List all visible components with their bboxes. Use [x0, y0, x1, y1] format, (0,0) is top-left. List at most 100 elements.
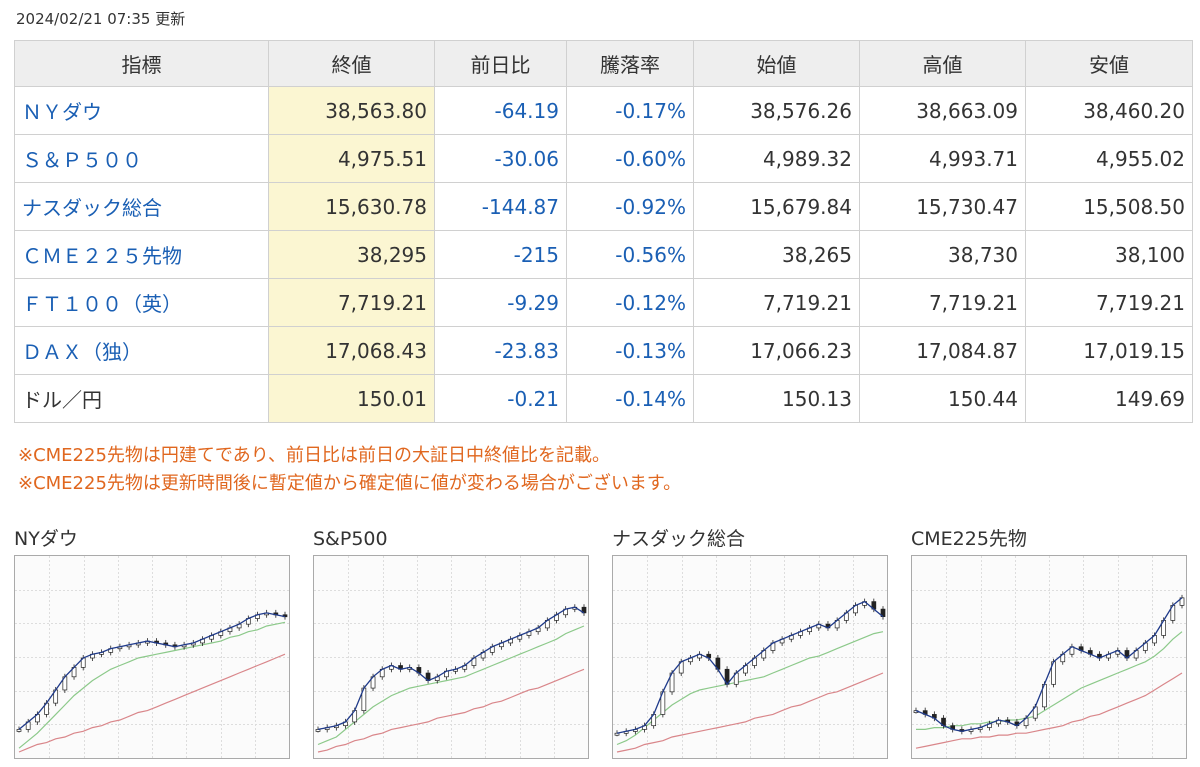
change-value: -215 — [434, 230, 567, 279]
table-row: ＦＴ１００（英） 7,719.21 -9.29 -0.12% 7,719.21 … — [14, 278, 1193, 327]
short-moving-average-line — [18, 612, 286, 730]
high-value: 38,663.09 — [859, 86, 1026, 135]
table-row: ＮＹダウ 38,563.80 -64.19 -0.17% 38,576.26 3… — [14, 86, 1193, 135]
pct-value: -0.60% — [566, 134, 694, 183]
chart-title: S&P500 — [313, 528, 388, 550]
index-link-dax[interactable]: ＤＡＸ（独） — [14, 326, 269, 375]
low-value: 7,719.21 — [1025, 278, 1193, 327]
col-header-low: 安値 — [1025, 40, 1193, 87]
low-value: 15,508.50 — [1025, 182, 1193, 231]
chart-nasdaq[interactable]: ナスダック総合 — [612, 527, 888, 759]
last-updated: 2024/02/21 07:35 更新 — [16, 10, 186, 28]
short-moving-average-line — [915, 597, 1183, 732]
high-value: 4,993.71 — [859, 134, 1026, 183]
close-value: 38,295 — [268, 230, 435, 279]
candle — [315, 729, 321, 732]
chart-svg — [912, 556, 1186, 758]
chart-nydow[interactable]: NYダウ — [14, 527, 290, 759]
market-quotes-table: 指標 終値 前日比 騰落率 始値 高値 安値 ＮＹダウ 38,563.80 -6… — [14, 40, 1193, 423]
col-header-high: 高値 — [859, 40, 1026, 87]
chart-svg — [15, 556, 289, 758]
index-link-sp500[interactable]: Ｓ＆Ｐ５００ — [14, 134, 269, 183]
change-value: -144.87 — [434, 182, 567, 231]
chart-cme225[interactable]: CME225先物 — [911, 527, 1187, 759]
mid-moving-average-line — [317, 625, 585, 746]
high-value: 17,084.87 — [859, 326, 1026, 375]
pct-value: -0.56% — [566, 230, 694, 279]
chart-title: NYダウ — [14, 528, 78, 550]
long-moving-average-line — [317, 668, 585, 753]
close-value: 7,719.21 — [268, 278, 435, 327]
table-row: ドル／円 150.01 -0.21 -0.14% 150.13 150.44 1… — [14, 374, 1193, 423]
pct-value: -0.92% — [566, 182, 694, 231]
mid-moving-average-line — [18, 621, 286, 749]
chart-title: CME225先物 — [911, 528, 1027, 550]
chart-svg — [613, 556, 887, 758]
high-value: 7,719.21 — [859, 278, 1026, 327]
col-header-index: 指標 — [14, 40, 269, 87]
table-row: ナスダック総合 15,630.78 -144.87 -0.92% 15,679.… — [14, 182, 1193, 231]
long-moving-average-line — [18, 653, 286, 753]
table-row: Ｓ＆Ｐ５００ 4,975.51 -30.06 -0.60% 4,989.32 4… — [14, 134, 1193, 183]
chart-frame[interactable] — [313, 555, 589, 759]
index-link-nasdaq[interactable]: ナスダック総合 — [14, 182, 269, 231]
close-value: 17,068.43 — [268, 326, 435, 375]
long-moving-average-line — [915, 672, 1183, 749]
open-value: 38,265 — [693, 230, 860, 279]
open-value: 38,576.26 — [693, 86, 860, 135]
open-value: 7,719.21 — [693, 278, 860, 327]
change-value: -30.06 — [434, 134, 567, 183]
change-value: -0.21 — [434, 374, 567, 423]
index-link-ft100[interactable]: ＦＴ１００（英） — [14, 278, 269, 327]
high-value: 38,730 — [859, 230, 1026, 279]
close-value: 4,975.51 — [268, 134, 435, 183]
index-link-nydow[interactable]: ＮＹダウ — [14, 86, 269, 135]
close-value: 38,563.80 — [268, 86, 435, 135]
low-value: 38,460.20 — [1025, 86, 1193, 135]
mid-moving-average-line — [916, 631, 1183, 730]
index-link-cme225[interactable]: ＣＭＥ２２５先物 — [14, 230, 269, 279]
high-value: 150.44 — [859, 374, 1026, 423]
index-name-usdjpy: ドル／円 — [14, 374, 269, 423]
open-value: 17,066.23 — [693, 326, 860, 375]
col-header-change: 前日比 — [434, 40, 567, 87]
pct-value: -0.17% — [566, 86, 694, 135]
short-moving-average-line — [317, 606, 585, 731]
change-value: -64.19 — [434, 86, 567, 135]
open-value: 150.13 — [693, 374, 860, 423]
low-value: 4,955.02 — [1025, 134, 1193, 183]
notes: ※CME225先物は円建てであり、前日比は前日の大証日中終値比を記載。 ※CME… — [18, 442, 681, 498]
table-row: ＣＭＥ２２５先物 38,295 -215 -0.56% 38,265 38,73… — [14, 230, 1193, 279]
high-value: 15,730.47 — [859, 182, 1026, 231]
note-line: ※CME225先物は更新時間後に暫定値から確定値に値が変わる場合がございます。 — [18, 473, 682, 494]
chart-frame[interactable] — [612, 555, 888, 759]
col-header-close: 終値 — [268, 40, 435, 87]
candle — [614, 732, 620, 736]
open-value: 4,989.32 — [693, 134, 860, 183]
pct-value: -0.12% — [566, 278, 694, 327]
close-value: 150.01 — [268, 374, 435, 423]
short-moving-average-line — [616, 600, 884, 734]
close-value: 15,630.78 — [268, 182, 435, 231]
chart-sp500[interactable]: S&P500 — [313, 527, 589, 759]
col-header-pct: 騰落率 — [566, 40, 694, 87]
low-value: 149.69 — [1025, 374, 1193, 423]
change-value: -23.83 — [434, 326, 567, 375]
table-header-row: 指標 終値 前日比 騰落率 始値 高値 安値 — [14, 40, 1193, 87]
chart-svg — [314, 556, 588, 758]
candle — [16, 729, 22, 732]
long-moving-average-line — [616, 672, 884, 753]
low-value: 38,100 — [1025, 230, 1193, 279]
chart-title: ナスダック総合 — [612, 528, 746, 550]
change-value: -9.29 — [434, 278, 567, 327]
candle — [880, 608, 886, 617]
chart-frame[interactable] — [911, 555, 1187, 759]
low-value: 17,019.15 — [1025, 326, 1193, 375]
open-value: 15,679.84 — [693, 182, 860, 231]
pct-value: -0.14% — [566, 374, 694, 423]
note-line: ※CME225先物は円建てであり、前日比は前日の大証日中終値比を記載。 — [18, 445, 611, 466]
table-row: ＤＡＸ（独） 17,068.43 -23.83 -0.13% 17,066.23… — [14, 326, 1193, 375]
col-header-open: 始値 — [693, 40, 860, 87]
pct-value: -0.13% — [566, 326, 694, 375]
chart-frame[interactable] — [14, 555, 290, 759]
